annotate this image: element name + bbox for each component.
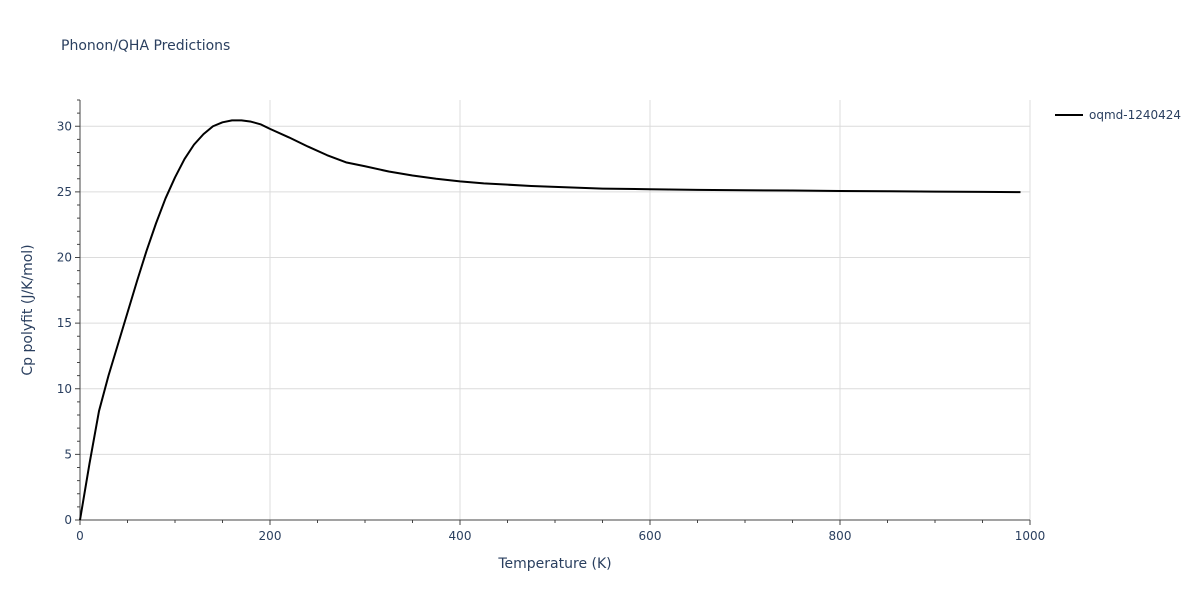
axes — [75, 99, 1031, 525]
y-tick-label: 10 — [57, 382, 72, 396]
y-tick-label: 30 — [57, 119, 72, 133]
x-tick-label: 800 — [829, 529, 852, 543]
x-axis-ticks: 0 200 400 600 800 1000 — [76, 529, 1045, 543]
y-tick-label: 15 — [57, 316, 72, 330]
y-axis-title: Cp polyfit (J/K/mol) — [20, 244, 36, 375]
x-tick-label: 600 — [639, 529, 662, 543]
y-axis-ticks: 0 5 10 15 20 25 30 — [57, 119, 72, 527]
x-tick-label: 1000 — [1015, 529, 1046, 543]
legend-item-label[interactable]: oqmd-1240424 — [1089, 108, 1181, 122]
chart-title: Phonon/QHA Predictions — [61, 38, 230, 54]
x-tick-label: 400 — [449, 529, 472, 543]
legend[interactable]: oqmd-1240424 — [1055, 108, 1181, 122]
grid — [80, 100, 1031, 520]
x-tick-label: 200 — [259, 529, 282, 543]
y-tick-label: 20 — [57, 251, 72, 265]
y-tick-label: 0 — [64, 513, 72, 527]
plot-area — [79, 119, 1021, 521]
series-line — [79, 119, 1021, 521]
x-tick-label: 0 — [76, 529, 84, 543]
x-axis-title: Temperature (K) — [497, 556, 611, 572]
y-tick-label: 5 — [64, 447, 72, 461]
y-tick-label: 25 — [57, 185, 72, 199]
